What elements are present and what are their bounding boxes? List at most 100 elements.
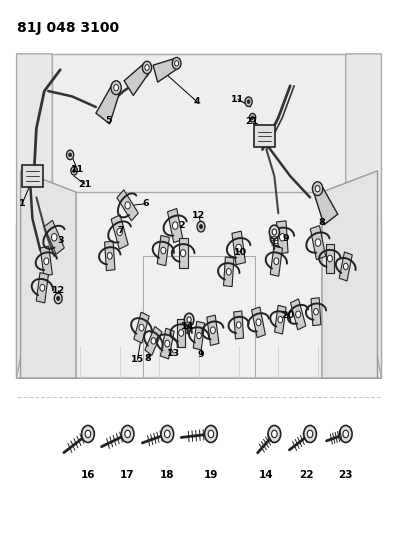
Circle shape — [125, 430, 131, 438]
Text: 5: 5 — [105, 116, 112, 125]
Circle shape — [278, 317, 283, 323]
Circle shape — [40, 285, 45, 291]
Circle shape — [172, 222, 178, 229]
Circle shape — [245, 97, 252, 107]
Polygon shape — [224, 257, 234, 287]
Circle shape — [139, 324, 144, 331]
Polygon shape — [275, 305, 286, 334]
Circle shape — [51, 233, 57, 241]
Circle shape — [172, 58, 181, 69]
Circle shape — [165, 340, 170, 347]
Polygon shape — [134, 312, 149, 343]
Polygon shape — [322, 171, 377, 378]
Circle shape — [315, 185, 320, 192]
Polygon shape — [326, 244, 334, 273]
Polygon shape — [311, 298, 321, 326]
Circle shape — [251, 116, 254, 119]
Text: 19: 19 — [204, 470, 218, 480]
Circle shape — [82, 425, 94, 442]
Text: 16: 16 — [81, 470, 95, 480]
Polygon shape — [124, 64, 149, 95]
Polygon shape — [96, 85, 120, 124]
Circle shape — [314, 309, 318, 315]
Polygon shape — [270, 246, 283, 276]
Text: 13: 13 — [167, 349, 180, 358]
Circle shape — [328, 255, 332, 262]
Circle shape — [296, 311, 300, 318]
Text: 17: 17 — [120, 470, 135, 480]
Circle shape — [181, 249, 186, 257]
FancyBboxPatch shape — [254, 125, 275, 147]
Circle shape — [197, 221, 205, 232]
Polygon shape — [21, 171, 76, 378]
Circle shape — [179, 329, 183, 336]
Polygon shape — [314, 187, 338, 225]
Text: 2: 2 — [178, 221, 184, 230]
Text: 8: 8 — [145, 354, 152, 363]
Circle shape — [315, 239, 321, 246]
Polygon shape — [193, 321, 205, 350]
Circle shape — [66, 150, 74, 160]
Polygon shape — [310, 225, 326, 260]
Circle shape — [211, 327, 215, 334]
Circle shape — [161, 425, 174, 442]
Circle shape — [85, 430, 91, 438]
Polygon shape — [232, 231, 246, 265]
Circle shape — [121, 425, 134, 442]
Text: 14: 14 — [180, 321, 194, 330]
Circle shape — [343, 430, 349, 438]
Circle shape — [187, 317, 191, 322]
Text: 12: 12 — [192, 212, 206, 221]
Circle shape — [272, 229, 277, 235]
Circle shape — [57, 296, 60, 301]
Polygon shape — [44, 220, 64, 254]
Circle shape — [44, 258, 49, 264]
Circle shape — [256, 319, 261, 326]
Polygon shape — [160, 328, 174, 359]
Circle shape — [343, 263, 348, 270]
Circle shape — [125, 202, 130, 209]
Circle shape — [111, 81, 121, 94]
Polygon shape — [179, 238, 187, 268]
Circle shape — [247, 100, 250, 103]
Polygon shape — [234, 311, 244, 339]
Circle shape — [271, 430, 277, 438]
Polygon shape — [177, 319, 185, 348]
Circle shape — [151, 338, 156, 344]
Polygon shape — [36, 273, 49, 303]
Circle shape — [205, 425, 217, 442]
Circle shape — [250, 114, 256, 122]
Text: 20: 20 — [282, 311, 295, 320]
Circle shape — [339, 425, 352, 442]
Circle shape — [268, 425, 281, 442]
Text: 8: 8 — [318, 219, 325, 228]
Text: 12: 12 — [52, 286, 65, 295]
Text: 7: 7 — [117, 226, 124, 235]
Circle shape — [236, 244, 242, 252]
Polygon shape — [157, 236, 170, 265]
Text: 6: 6 — [142, 199, 149, 208]
Circle shape — [226, 269, 231, 275]
Polygon shape — [291, 299, 306, 330]
Circle shape — [197, 333, 201, 339]
Circle shape — [274, 258, 279, 264]
Text: 10: 10 — [234, 248, 247, 257]
Text: 3: 3 — [58, 237, 64, 246]
Text: 81J 048 3100: 81J 048 3100 — [17, 21, 119, 35]
Circle shape — [161, 247, 166, 254]
Circle shape — [114, 85, 119, 91]
Circle shape — [269, 225, 279, 239]
Text: 9: 9 — [283, 235, 290, 244]
Text: 1: 1 — [19, 199, 25, 208]
Polygon shape — [40, 246, 53, 276]
Circle shape — [69, 153, 72, 157]
Polygon shape — [145, 327, 162, 356]
Polygon shape — [111, 215, 128, 249]
Polygon shape — [339, 252, 352, 281]
Polygon shape — [277, 221, 288, 254]
Polygon shape — [207, 315, 219, 345]
Circle shape — [54, 293, 62, 304]
Text: 11: 11 — [70, 165, 84, 174]
Text: 18: 18 — [160, 470, 174, 480]
Circle shape — [184, 313, 194, 326]
